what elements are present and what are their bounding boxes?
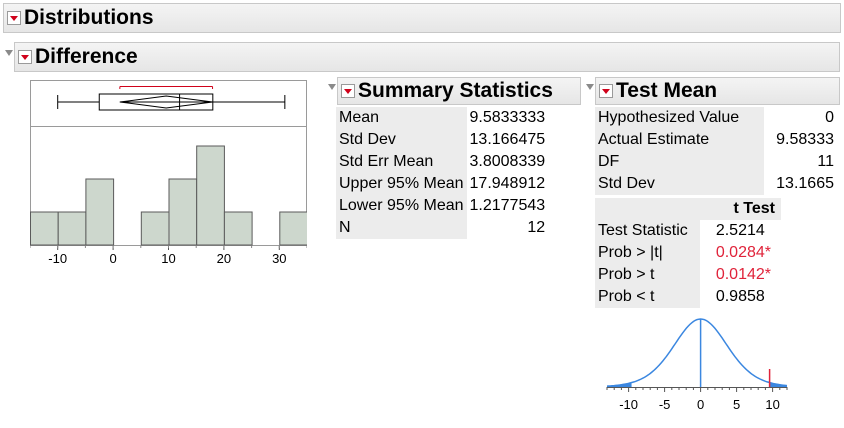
summary-stat-value: 12	[466, 217, 549, 239]
test-mean-table: Hypothesized Value 0 Actual Estimate 9.5833…	[595, 107, 837, 195]
left-tail-area	[607, 382, 632, 387]
test-mean-value: 0	[763, 107, 837, 129]
test-mean-value: 11	[763, 151, 837, 173]
summary-stat-label: Std Err Mean	[336, 151, 467, 173]
red-triangle-menu-icon[interactable]	[7, 11, 21, 25]
summary-stat-label: N	[336, 217, 467, 239]
test-mean-label: Actual Estimate	[595, 129, 764, 151]
summary-stat-row: Mean 9.5833333	[336, 107, 549, 129]
red-triangle-menu-icon[interactable]	[18, 50, 32, 64]
t-test-value: 2.5214	[699, 220, 781, 242]
difference-header[interactable]: Difference	[14, 42, 840, 72]
summary-stat-value: 13.166475	[466, 129, 549, 151]
axis-tick-label: 30	[272, 251, 286, 266]
axis-tick-label: 20	[217, 251, 231, 266]
histogram-bar[interactable]	[30, 211, 59, 246]
summary-stat-label: Mean	[336, 107, 467, 129]
test-mean-label: Std Dev	[595, 173, 764, 195]
axis-tick-label: 0	[697, 397, 704, 412]
summary-stat-value: 1.2177543	[466, 195, 549, 217]
summary-stat-row: Lower 95% Mean 1.2177543	[336, 195, 549, 217]
t-test-row: Test Statistic 2.5214	[595, 220, 781, 242]
disclosure-triangle-icon[interactable]	[586, 84, 594, 90]
summary-stat-label: Std Dev	[336, 129, 467, 151]
t-test-table: t Test Test Statistic 2.5214 Prob > |t| 0.0…	[595, 198, 781, 308]
summary-stat-value: 3.8008339	[466, 151, 549, 173]
summary-stat-row: Std Dev 13.166475	[336, 129, 549, 151]
histogram-bar[interactable]	[196, 145, 225, 246]
axis-tick-label: 0	[109, 251, 116, 266]
histogram-bar[interactable]	[57, 211, 87, 246]
summary-stat-value: 9.5833333	[466, 107, 549, 129]
histogram-bar[interactable]	[168, 178, 198, 246]
summary-statistics-title: Summary Statistics	[358, 79, 553, 102]
test-mean-value: 13.1665	[763, 173, 837, 195]
difference-title: Difference	[35, 45, 138, 68]
t-density-curve	[606, 318, 788, 387]
test-mean-row: Std Dev 13.1665	[595, 173, 837, 195]
t-test-label: Prob > |t|	[595, 242, 700, 264]
distributions-title: Distributions	[24, 6, 154, 29]
t-test-header: t Test	[595, 198, 781, 220]
test-mean-row: Hypothesized Value 0	[595, 107, 837, 129]
t-test-value: 0.0142*	[699, 264, 781, 286]
disclosure-triangle-icon[interactable]	[5, 50, 13, 56]
right-tail-area	[769, 382, 787, 387]
histogram-bar[interactable]	[223, 211, 253, 246]
summary-statistics-table: Mean 9.5833333 Std Dev 13.166475 Std Err Mea…	[336, 107, 549, 239]
test-mean-row: Actual Estimate 9.58333	[595, 129, 837, 151]
summary-stat-row: Std Err Mean 3.8008339	[336, 151, 549, 173]
histogram-bar[interactable]	[85, 178, 115, 246]
summary-stat-value: 17.948912	[466, 173, 549, 195]
disclosure-triangle-icon[interactable]	[328, 84, 336, 90]
summary-stat-row: N 12	[336, 217, 549, 239]
axis-tick-label: 5	[733, 397, 740, 412]
t-test-row: Prob > t 0.0142*	[595, 264, 781, 286]
summary-stat-row: Upper 95% Mean 17.948912	[336, 173, 549, 195]
t-test-label: Prob > t	[595, 264, 700, 286]
t-test-label: Test Statistic	[595, 220, 700, 242]
axis-tick-label: 10	[161, 251, 175, 266]
summary-stat-label: Upper 95% Mean	[336, 173, 467, 195]
t-distribution-chart: -10 -5 0 5 10	[606, 318, 788, 412]
t-test-label: Prob < t	[595, 286, 700, 308]
t-test-row: Prob < t 0.9858	[595, 286, 781, 308]
test-mean-title: Test Mean	[616, 79, 718, 102]
axis-tick-label: 10	[765, 397, 779, 412]
red-triangle-menu-icon[interactable]	[341, 84, 355, 98]
test-mean-label: DF	[595, 151, 764, 173]
histogram-bar[interactable]	[140, 211, 170, 246]
distributions-header[interactable]: Distributions	[3, 3, 841, 33]
test-mean-label: Hypothesized Value	[595, 107, 764, 129]
t-test-row: Prob > |t| 0.0284*	[595, 242, 781, 264]
summary-stat-label: Lower 95% Mean	[336, 195, 467, 217]
axis-tick-label: -10	[619, 397, 638, 412]
test-mean-row: DF 11	[595, 151, 837, 173]
test-mean-header[interactable]: Test Mean	[595, 77, 840, 105]
histogram-panel: -10 0 10 20 30	[30, 80, 307, 268]
histogram-bar[interactable]	[279, 211, 307, 246]
axis-tick-label: -5	[659, 397, 671, 412]
axis-tick-label: -10	[48, 251, 67, 266]
red-triangle-menu-icon[interactable]	[599, 84, 613, 98]
histogram-chart: -10 0 10 20 30	[30, 80, 307, 266]
t-test-value: 0.0284*	[699, 242, 781, 264]
t-test-value: 0.9858	[699, 286, 781, 308]
test-mean-value: 9.58333	[763, 129, 837, 151]
summary-statistics-header[interactable]: Summary Statistics	[337, 77, 581, 105]
